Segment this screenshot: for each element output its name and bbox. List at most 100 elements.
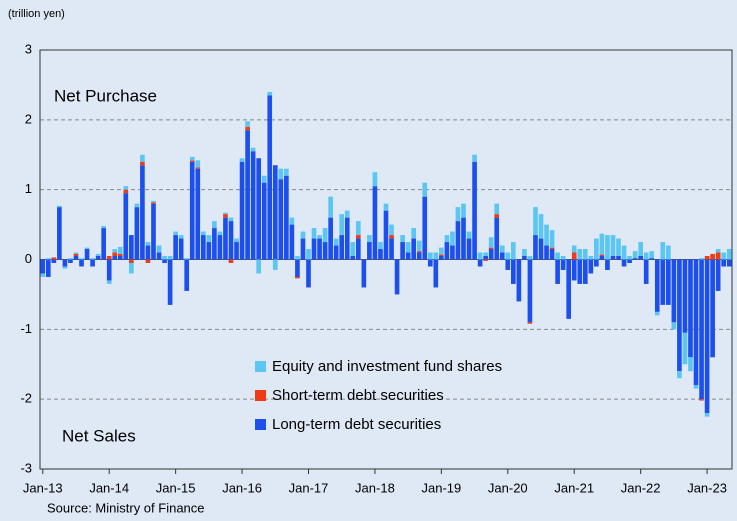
bar xyxy=(632,258,638,260)
bar xyxy=(117,246,123,254)
bar xyxy=(571,252,577,260)
legend-swatch xyxy=(255,390,266,401)
bar xyxy=(516,259,522,302)
bar xyxy=(195,160,201,168)
bar xyxy=(123,189,129,194)
bar xyxy=(51,257,57,260)
bar xyxy=(355,221,361,236)
bar xyxy=(250,147,256,152)
bar xyxy=(95,253,101,257)
bar xyxy=(427,252,433,260)
bar xyxy=(483,259,488,261)
bar xyxy=(73,253,79,257)
bar xyxy=(151,203,156,260)
bar xyxy=(40,259,46,274)
bar xyxy=(333,245,339,260)
bar xyxy=(555,259,560,284)
bar xyxy=(455,221,461,260)
x-tick-label: Jan-14 xyxy=(89,480,129,495)
bar xyxy=(688,357,693,372)
bar xyxy=(189,160,195,162)
bar xyxy=(383,210,389,260)
bar xyxy=(588,259,594,274)
bar xyxy=(605,259,610,270)
bar xyxy=(549,247,555,250)
bar xyxy=(389,238,394,260)
bar xyxy=(466,238,472,260)
bar xyxy=(140,165,145,260)
bar xyxy=(162,256,167,260)
bar xyxy=(367,235,372,243)
bar xyxy=(627,256,632,260)
bar xyxy=(223,212,228,215)
bar xyxy=(167,256,173,260)
bar xyxy=(560,256,566,260)
bar xyxy=(383,203,389,211)
bar xyxy=(444,235,450,243)
bar xyxy=(45,259,51,277)
legend-swatch xyxy=(255,419,266,430)
bar xyxy=(250,151,256,260)
bar xyxy=(361,259,367,288)
bar xyxy=(245,121,250,127)
bar xyxy=(710,253,715,260)
bar xyxy=(422,196,428,260)
source: Source: Ministry of Finance xyxy=(47,500,205,515)
bar xyxy=(45,258,51,260)
bar xyxy=(544,224,549,246)
bar xyxy=(162,259,167,263)
bar xyxy=(483,252,488,257)
y-tick-label: 0 xyxy=(25,251,32,266)
bar xyxy=(699,259,704,400)
bar xyxy=(228,217,234,222)
bar xyxy=(145,242,151,246)
x-tick-label: Jan-19 xyxy=(421,480,461,495)
bar xyxy=(394,259,400,295)
bar xyxy=(555,252,560,260)
bar xyxy=(228,259,234,263)
bar xyxy=(372,186,378,260)
bar xyxy=(350,256,356,260)
bar xyxy=(389,235,394,239)
bar xyxy=(643,259,649,284)
bar xyxy=(660,242,666,260)
bar xyxy=(433,259,439,288)
bar xyxy=(405,242,411,253)
bar xyxy=(367,242,372,260)
annotation: Net Sales xyxy=(62,426,136,445)
bar xyxy=(317,235,322,239)
bar xyxy=(289,224,295,260)
bar xyxy=(704,259,710,414)
bar xyxy=(400,235,405,243)
bar xyxy=(400,242,405,260)
bar xyxy=(699,399,704,401)
bar xyxy=(577,249,583,260)
bar xyxy=(278,179,284,260)
bar xyxy=(522,249,527,257)
x-tick-label: Jan-13 xyxy=(23,480,63,495)
bar xyxy=(666,245,671,260)
bar xyxy=(200,231,206,236)
bar xyxy=(129,259,134,263)
bar xyxy=(715,252,721,260)
bar xyxy=(450,231,455,246)
bar xyxy=(73,256,79,260)
bar xyxy=(295,259,300,277)
x-tick-label: Jan-22 xyxy=(621,480,661,495)
bar xyxy=(284,175,289,260)
bar xyxy=(223,214,228,218)
bar xyxy=(571,245,577,253)
bar xyxy=(239,158,245,162)
bar xyxy=(90,258,95,260)
bar xyxy=(527,322,533,324)
bar xyxy=(261,182,267,260)
bar xyxy=(632,251,638,259)
bar xyxy=(339,235,345,260)
bar xyxy=(178,238,184,260)
bar xyxy=(311,228,317,239)
bar xyxy=(57,207,62,260)
bar xyxy=(123,193,129,260)
bar xyxy=(261,175,267,183)
bar xyxy=(544,245,549,260)
bar xyxy=(549,230,555,248)
